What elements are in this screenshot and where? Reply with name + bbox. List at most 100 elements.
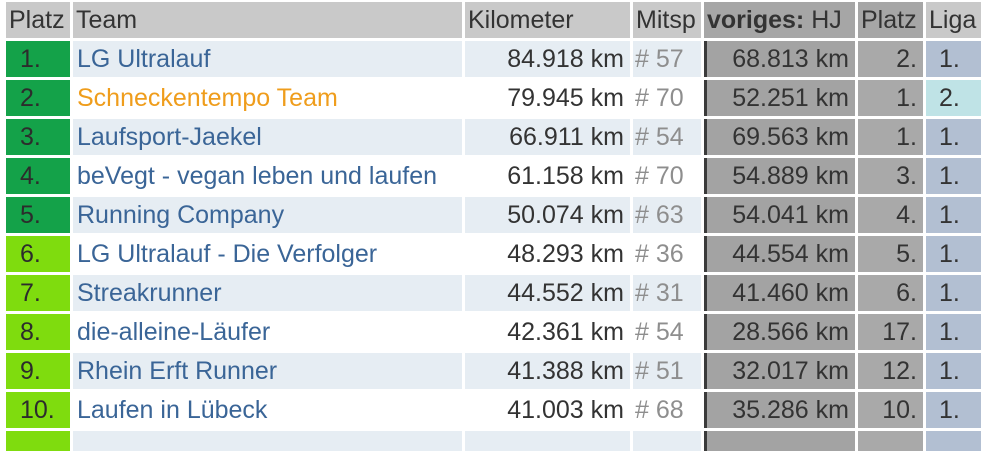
header-kilometer[interactable]: Kilometer: [465, 2, 630, 38]
member-count-cell: # 54: [633, 119, 701, 155]
previous-km-cell: [704, 431, 855, 451]
member-count-cell: # 54: [633, 314, 701, 350]
team-cell: Running Company: [73, 197, 462, 233]
rank-cell: 7.: [6, 275, 70, 311]
table-row-partial: [6, 431, 981, 451]
previous-rank-cell: 12.: [858, 353, 923, 389]
previous-rank-cell: [858, 431, 923, 451]
previous-km-cell: 32.017 km: [704, 353, 855, 389]
member-count-cell: # 70: [633, 158, 701, 194]
team-link[interactable]: beVegt - vegan leben und laufen: [77, 161, 438, 190]
previous-rank-cell: 6.: [858, 275, 923, 311]
league-cell: 1.: [926, 119, 981, 155]
table-row: 7. Streakrunner 44.552 km # 31 41.460 km 6. 1.: [6, 275, 981, 311]
league-cell: 1.: [926, 314, 981, 350]
kilometer-cell: 61.158 km: [465, 158, 630, 194]
team-cell: LG Ultralauf: [73, 41, 462, 77]
table-row: 9. Rhein Erft Runner 41.388 km # 51 32.017 k…: [6, 353, 981, 389]
team-cell: die-alleine-Läufer: [73, 314, 462, 350]
kilometer-cell: 79.945 km: [465, 80, 630, 116]
table-row: 4. beVegt - vegan leben und laufen 61.158 …: [6, 158, 981, 194]
kilometer-cell: 84.918 km: [465, 41, 630, 77]
team-link[interactable]: LG Ultralauf - Die Verfolger: [77, 239, 378, 268]
rank-cell: 9.: [6, 353, 70, 389]
previous-km-cell: 54.889 km: [704, 158, 855, 194]
header-previous-label: voriges:: [707, 5, 805, 34]
table-row: 8. die-alleine-Läufer 42.361 km # 54 28.566 …: [6, 314, 981, 350]
team-link[interactable]: Schneckentempo Team: [77, 83, 338, 112]
league-cell: 1.: [926, 236, 981, 272]
ranking-table: Platz Team Kilometer Mitsp voriges: HJ P…: [3, 0, 984, 454]
table-row: 3. Laufsport-Jaekel 66.911 km # 54 69.563 km…: [6, 119, 981, 155]
member-count-cell: [633, 431, 701, 451]
rank-cell: 4.: [6, 158, 70, 194]
previous-km-cell: 52.251 km: [704, 80, 855, 116]
header-platz[interactable]: Platz: [6, 2, 70, 38]
kilometer-cell: 42.361 km: [465, 314, 630, 350]
header-previous-halfyear[interactable]: voriges: HJ: [704, 2, 855, 38]
member-count-cell: # 31: [633, 275, 701, 311]
rank-cell: 3.: [6, 119, 70, 155]
league-cell: 1.: [926, 392, 981, 428]
member-count-cell: # 63: [633, 197, 701, 233]
previous-km-cell: 41.460 km: [704, 275, 855, 311]
previous-km-cell: 54.041 km: [704, 197, 855, 233]
team-link[interactable]: Streakrunner: [77, 278, 222, 307]
kilometer-cell: 66.911 km: [465, 119, 630, 155]
team-cell: [73, 431, 462, 451]
kilometer-cell: 50.074 km: [465, 197, 630, 233]
previous-rank-cell: 1.: [858, 119, 923, 155]
team-link[interactable]: Laufsport-Jaekel: [77, 122, 262, 151]
member-count-cell: # 57: [633, 41, 701, 77]
league-cell: 1.: [926, 353, 981, 389]
kilometer-cell: 44.552 km: [465, 275, 630, 311]
previous-rank-cell: 5.: [858, 236, 923, 272]
league-cell: 1.: [926, 158, 981, 194]
previous-km-cell: 35.286 km: [704, 392, 855, 428]
previous-rank-cell: 1.: [858, 80, 923, 116]
previous-rank-cell: 4.: [858, 197, 923, 233]
team-cell: Schneckentempo Team: [73, 80, 462, 116]
kilometer-cell: 41.388 km: [465, 353, 630, 389]
header-team[interactable]: Team: [73, 2, 462, 38]
table-row: 5. Running Company 50.074 km # 63 54.041 km 4…: [6, 197, 981, 233]
team-link[interactable]: LG Ultralauf: [77, 44, 211, 73]
rank-cell: 5.: [6, 197, 70, 233]
league-cell: 1.: [926, 275, 981, 311]
kilometer-cell: 41.003 km: [465, 392, 630, 428]
previous-km-cell: 28.566 km: [704, 314, 855, 350]
rank-cell: 6.: [6, 236, 70, 272]
rank-cell: 2.: [6, 80, 70, 116]
previous-km-cell: 44.554 km: [704, 236, 855, 272]
team-link[interactable]: die-alleine-Läufer: [77, 317, 271, 346]
team-cell: Laufsport-Jaekel: [73, 119, 462, 155]
previous-rank-cell: 10.: [858, 392, 923, 428]
team-cell: Rhein Erft Runner: [73, 353, 462, 389]
team-link[interactable]: Running Company: [77, 200, 285, 229]
kilometer-cell: 48.293 km: [465, 236, 630, 272]
table-header-row: Platz Team Kilometer Mitsp voriges: HJ P…: [6, 2, 981, 38]
table-row: 1. LG Ultralauf 84.918 km # 57 68.813 km 2. 1.: [6, 41, 981, 77]
previous-km-cell: 68.813 km: [704, 41, 855, 77]
previous-rank-cell: 3.: [858, 158, 923, 194]
previous-rank-cell: 17.: [858, 314, 923, 350]
member-count-cell: # 68: [633, 392, 701, 428]
previous-rank-cell: 2.: [858, 41, 923, 77]
rank-cell: [6, 431, 70, 451]
team-cell: Streakrunner: [73, 275, 462, 311]
member-count-cell: # 70: [633, 80, 701, 116]
team-cell: Laufen in Lübeck: [73, 392, 462, 428]
header-liga[interactable]: Liga: [926, 2, 981, 38]
league-cell: [926, 431, 981, 451]
kilometer-cell: [465, 431, 630, 451]
rank-cell: 8.: [6, 314, 70, 350]
rank-cell: 1.: [6, 41, 70, 77]
table-row: 10. Laufen in Lübeck 41.003 km # 68 35.286 k…: [6, 392, 981, 428]
team-link[interactable]: Rhein Erft Runner: [77, 356, 278, 385]
table-row: 6. LG Ultralauf - Die Verfolger 48.293 km #…: [6, 236, 981, 272]
team-link[interactable]: Laufen in Lübeck: [77, 395, 268, 424]
header-mitspieler[interactable]: Mitsp: [633, 2, 701, 38]
league-cell: 1.: [926, 197, 981, 233]
previous-km-cell: 69.563 km: [704, 119, 855, 155]
header-previous-platz[interactable]: Platz: [858, 2, 923, 38]
